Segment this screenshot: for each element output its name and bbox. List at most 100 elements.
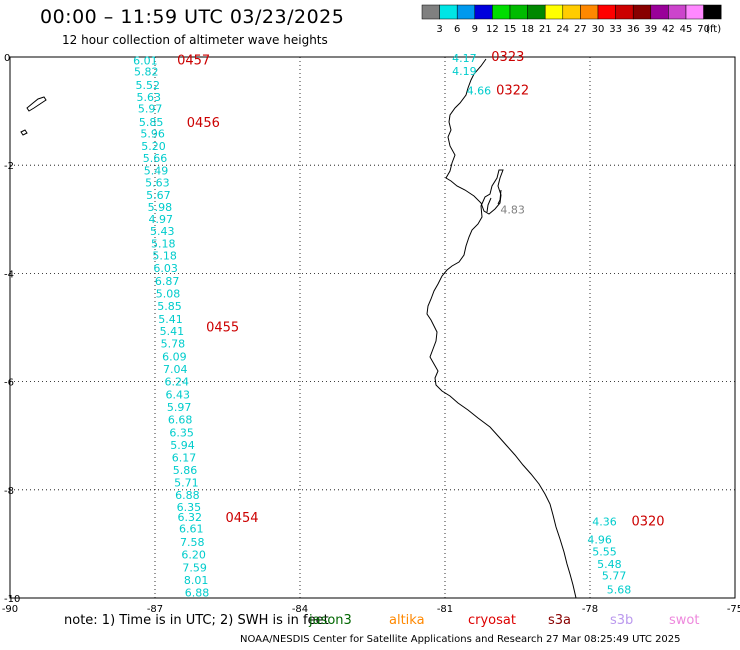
colorbar-label: 15	[504, 24, 517, 35]
swh-value: 5.66	[143, 152, 168, 165]
colorbar-swatch	[422, 5, 440, 19]
colorbar-swatch	[563, 5, 581, 19]
swh-value: 6.03	[153, 262, 178, 275]
swh-value: 5.18	[152, 249, 177, 262]
colorbar-label: 42	[662, 24, 675, 35]
swh-value: 5.41	[158, 313, 183, 326]
islet	[21, 130, 27, 135]
swh-value: 5.55	[592, 545, 617, 558]
swh-value: 4.36	[592, 516, 617, 529]
swh-value: 6.09	[162, 351, 187, 364]
coastline	[21, 59, 576, 598]
swh-value: 5.41	[160, 325, 185, 338]
island	[27, 97, 46, 111]
color-legend: 3 6 9 12 15 18 21 24 27 30 33 36 39 42 45 70(ft)	[422, 5, 721, 35]
satellite-s3a: s3a	[548, 613, 571, 628]
swh-value: 4.83	[500, 203, 525, 216]
colorbar-swatch	[598, 5, 616, 19]
colorbar-swatch	[633, 5, 651, 19]
colorbar-label: 30	[592, 24, 605, 35]
swh-value: 4.66	[467, 84, 492, 97]
colorbar-label: 39	[644, 24, 657, 35]
satellite-swot: swot	[669, 613, 699, 628]
colorbar-swatch	[440, 5, 458, 19]
colorbar-label: 21	[539, 24, 552, 35]
colorbar-swatch	[651, 5, 669, 19]
pass-time-label: 0456	[187, 116, 220, 131]
colorbar-swatch	[457, 5, 475, 19]
swh-value: 6.87	[155, 275, 180, 288]
colorbar-swatch	[704, 5, 722, 19]
footer-note: note: 1) Time is in UTC; 2) SWH is in fe…	[64, 613, 329, 628]
lat-tick-label: -8	[4, 486, 14, 497]
lat-tick-label: -10	[4, 594, 20, 605]
colorbar-label: 36	[627, 24, 640, 35]
credit-line: NOAA/NESDIS Center for Satellite Applica…	[240, 634, 681, 645]
colorbar-swatch	[510, 5, 528, 19]
swh-value: 5.94	[170, 439, 195, 452]
swh-value: 5.98	[148, 201, 173, 214]
swh-value: 5.63	[145, 176, 170, 189]
colorbar-label: 6	[454, 24, 460, 35]
colorbar-swatch	[475, 5, 493, 19]
swh-value: 5.43	[150, 225, 175, 238]
swh-value: 8.01	[184, 574, 209, 587]
colorbar-label: 3	[436, 24, 442, 35]
swh-value: 7.59	[182, 562, 207, 575]
swh-value: 6.17	[172, 451, 197, 464]
pass-time-label: 0457	[177, 54, 210, 69]
swh-value: 7.58	[180, 536, 205, 549]
satellite-cryosat: cryosat	[468, 613, 516, 628]
lat-tick-label: -2	[4, 161, 14, 172]
satellite-s3b: s3b	[610, 613, 633, 628]
lat-tick-label: 0	[4, 53, 10, 64]
lon-tick-label: -81	[437, 604, 453, 615]
colorbar-swatch	[492, 5, 510, 19]
colorbar-label: 45	[680, 24, 693, 35]
lon-tick-label: -90	[2, 604, 18, 615]
colorbar-swatch	[545, 5, 563, 19]
pass-time-label: 0454	[225, 511, 258, 526]
lat-tick-label: -6	[4, 378, 14, 389]
altimeter-map: 3 6 9 12 15 18 21 24 27 30 33 36 39 42 45 70(ft) -90 -87…	[0, 0, 740, 650]
colorbar-label: 27	[574, 24, 587, 35]
pass-time-label: 0455	[206, 320, 239, 335]
swh-value: 5.85	[157, 300, 182, 313]
lon-tick-label: -75	[727, 604, 740, 615]
graticule: -90 -87 -84 -81 -78 -75 0 -2 -4 -6 -8 -10	[2, 53, 740, 615]
colorbar-label: 24	[556, 24, 569, 35]
colorbar-swatch	[580, 5, 598, 19]
colorbar-swatch	[668, 5, 686, 19]
map-frame	[10, 57, 735, 598]
satellite-altika: altika	[389, 613, 425, 628]
colorbar-unit: (ft)	[706, 24, 721, 35]
swh-value: 4.19	[452, 65, 477, 78]
swh-value: 6.61	[179, 523, 204, 536]
pass-time-label: 0323	[491, 50, 524, 65]
swh-value: 6.24	[165, 376, 190, 389]
colorbar-label: 12	[486, 24, 499, 35]
swh-value: 5.97	[138, 102, 163, 115]
swh-value: 5.71	[174, 477, 199, 490]
colorbar-swatch	[686, 5, 704, 19]
swh-value: 6.43	[165, 389, 190, 402]
swh-value: 5.82	[134, 66, 159, 79]
satellite-tracks: 6.015.825.525.635.975.855.965.205.665.49…	[133, 50, 664, 600]
satellite-jason3: jason3	[309, 613, 352, 628]
swh-value: 4.17	[452, 52, 477, 65]
swh-value: 6.68	[168, 413, 193, 426]
swh-value: 5.86	[173, 464, 198, 477]
swh-value: 6.35	[169, 426, 194, 439]
colorbar-swatch	[616, 5, 634, 19]
swh-value: 5.96	[140, 128, 165, 141]
pass-time-label: 0322	[496, 83, 529, 98]
colorbar-swatch	[528, 5, 546, 19]
lat-tick-label: -4	[4, 269, 14, 280]
lon-tick-label: -78	[582, 604, 598, 615]
swh-value: 5.78	[161, 338, 186, 351]
swh-value: 7.04	[163, 363, 188, 376]
colorbar-label: 33	[609, 24, 622, 35]
swh-value: 5.77	[602, 570, 627, 583]
swh-value: 6.20	[181, 549, 206, 562]
swh-value: 5.68	[607, 583, 632, 596]
